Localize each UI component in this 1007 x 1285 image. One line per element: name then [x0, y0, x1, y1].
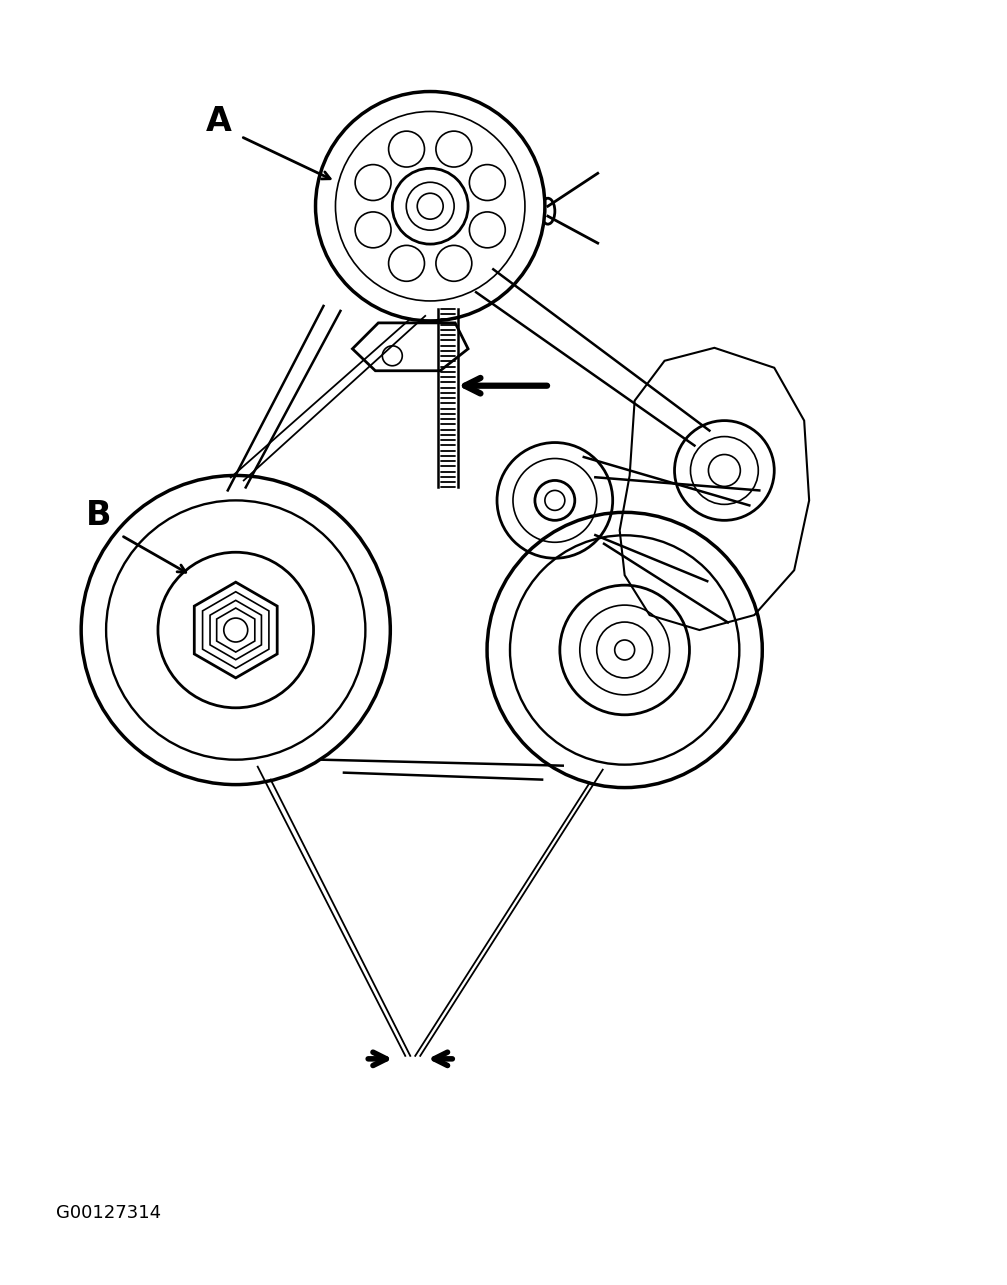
Text: B: B: [87, 500, 112, 532]
Text: G00127314: G00127314: [56, 1204, 161, 1222]
Text: A: A: [205, 105, 232, 139]
